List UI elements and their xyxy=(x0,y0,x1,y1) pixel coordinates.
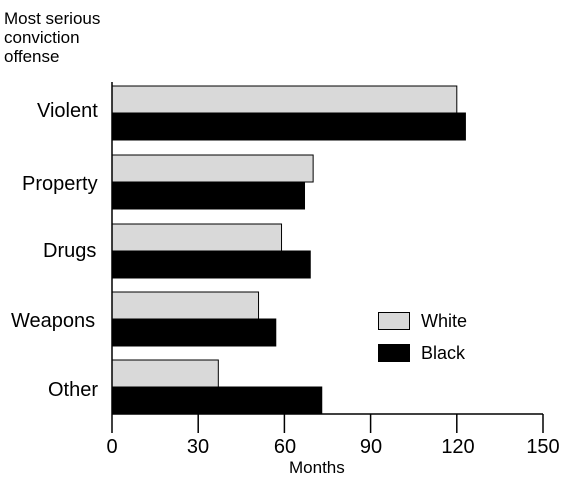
legend-item-white: White xyxy=(378,312,467,330)
legend-swatch-black xyxy=(378,344,410,362)
category-label: Violent xyxy=(37,100,98,122)
x-tick-label: 150 xyxy=(526,436,560,458)
bar-white xyxy=(111,154,314,183)
category-label: Property xyxy=(22,173,98,195)
bar-black xyxy=(111,318,277,347)
category-label: Drugs xyxy=(43,240,97,262)
bar-black xyxy=(111,112,466,141)
y-axis-title-line: offense xyxy=(4,47,60,66)
x-tick-label: 120 xyxy=(441,436,475,458)
legend-swatch-white xyxy=(378,312,410,330)
x-tick-label: 0 xyxy=(106,436,118,458)
category-label: Weapons xyxy=(11,310,96,332)
x-tick-label: 30 xyxy=(186,436,210,458)
y-axis-title: Most serious conviction offense xyxy=(4,9,100,66)
bar-black xyxy=(111,386,323,415)
y-axis-title-line: Most serious xyxy=(4,9,101,28)
bar-white xyxy=(111,85,458,114)
legend-label: White xyxy=(421,311,468,331)
legend-item-black: Black xyxy=(378,344,465,362)
y-axis-title-line: conviction xyxy=(4,28,80,47)
bar-black xyxy=(111,181,306,210)
bar-black xyxy=(111,250,311,279)
bar-white xyxy=(111,359,219,388)
legend-label: Black xyxy=(421,343,466,363)
x-tick-label: 90 xyxy=(359,436,383,458)
category-label: Other xyxy=(48,379,99,401)
x-tick-label: 60 xyxy=(273,436,297,458)
bar-white xyxy=(111,223,283,252)
x-axis-title: Months xyxy=(289,458,345,477)
bar-white xyxy=(111,291,260,320)
